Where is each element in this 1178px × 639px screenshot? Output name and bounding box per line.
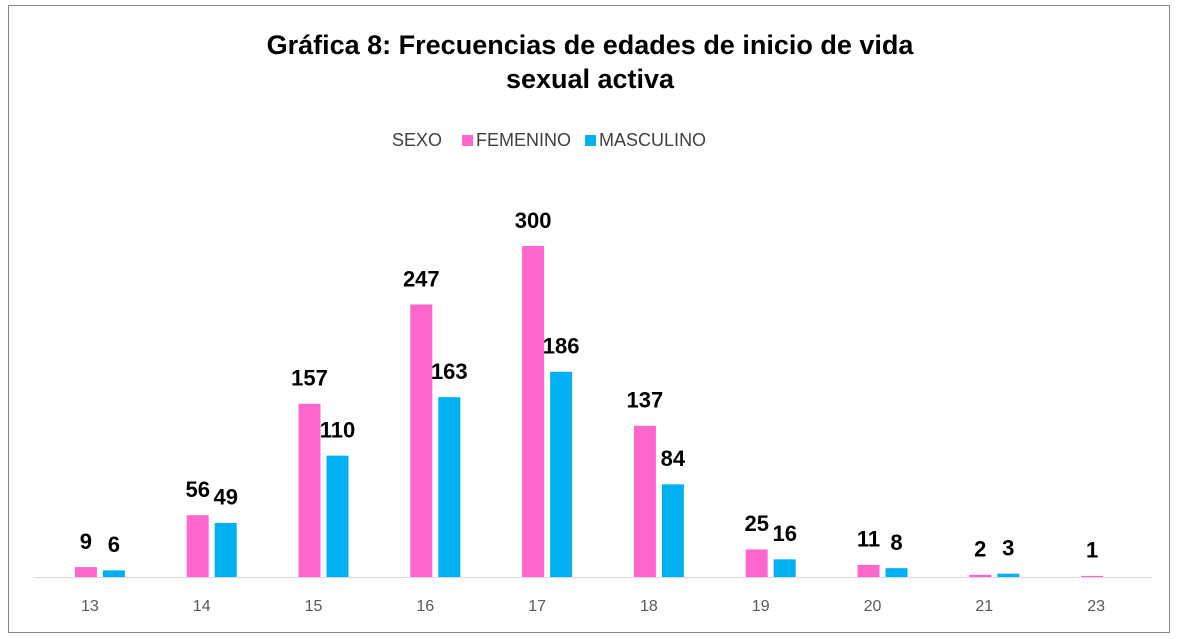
- value-label: 163: [431, 359, 468, 384]
- x-tick-label: 16: [416, 598, 434, 615]
- value-label: 2: [974, 537, 986, 562]
- bar: [326, 455, 349, 577]
- bar: [857, 564, 880, 577]
- legend-swatch: [585, 135, 597, 146]
- bar: [522, 246, 545, 577]
- value-label: 300: [515, 208, 552, 233]
- bar: [74, 567, 97, 577]
- value-label: 157: [291, 366, 328, 391]
- chart-title: Gráfica 8: Frecuencias de edades de inic…: [266, 30, 914, 94]
- value-label: 84: [661, 446, 686, 471]
- bar: [997, 573, 1020, 577]
- bar: [438, 397, 461, 577]
- bar: [661, 484, 684, 577]
- legend-label: MASCULINO: [599, 130, 706, 150]
- value-label: 186: [543, 334, 580, 359]
- bar: [214, 522, 237, 577]
- value-label: 9: [80, 529, 92, 554]
- value-label: 6: [108, 532, 120, 557]
- bar: [550, 371, 573, 577]
- value-label: 8: [890, 530, 902, 555]
- bar: [773, 559, 796, 577]
- x-tick-label: 23: [1087, 598, 1105, 615]
- x-tick-label: 13: [81, 598, 99, 615]
- x-tick-label: 20: [864, 598, 882, 615]
- value-label: 1: [1086, 538, 1098, 563]
- x-tick-label: 15: [305, 598, 323, 615]
- value-label: 16: [772, 521, 796, 546]
- x-tick-label: 17: [528, 598, 546, 615]
- value-label: 25: [744, 511, 768, 536]
- value-label: 110: [320, 417, 356, 442]
- x-tick-label: 21: [975, 598, 993, 615]
- bar: [298, 403, 321, 577]
- bar: [1081, 575, 1104, 577]
- value-label: 49: [213, 485, 237, 510]
- x-tick-label: 18: [640, 598, 658, 615]
- x-tick-label: 14: [193, 598, 211, 615]
- bar: [885, 568, 908, 577]
- legend-swatch: [462, 135, 474, 146]
- legend-label: FEMENINO: [476, 130, 571, 150]
- bar: [745, 549, 768, 577]
- value-label: 3: [1002, 536, 1014, 561]
- bar: [969, 574, 992, 577]
- bar: [186, 515, 209, 577]
- bar: [633, 425, 656, 577]
- chart-border: [8, 5, 1170, 633]
- value-label: 56: [185, 477, 209, 502]
- value-label: 11: [857, 527, 880, 552]
- bar: [410, 304, 433, 577]
- value-label: 247: [403, 266, 440, 291]
- value-label: 137: [627, 388, 664, 413]
- x-tick-label: 19: [752, 598, 770, 615]
- legend-title: SEXO: [392, 130, 442, 150]
- bar: [102, 570, 125, 577]
